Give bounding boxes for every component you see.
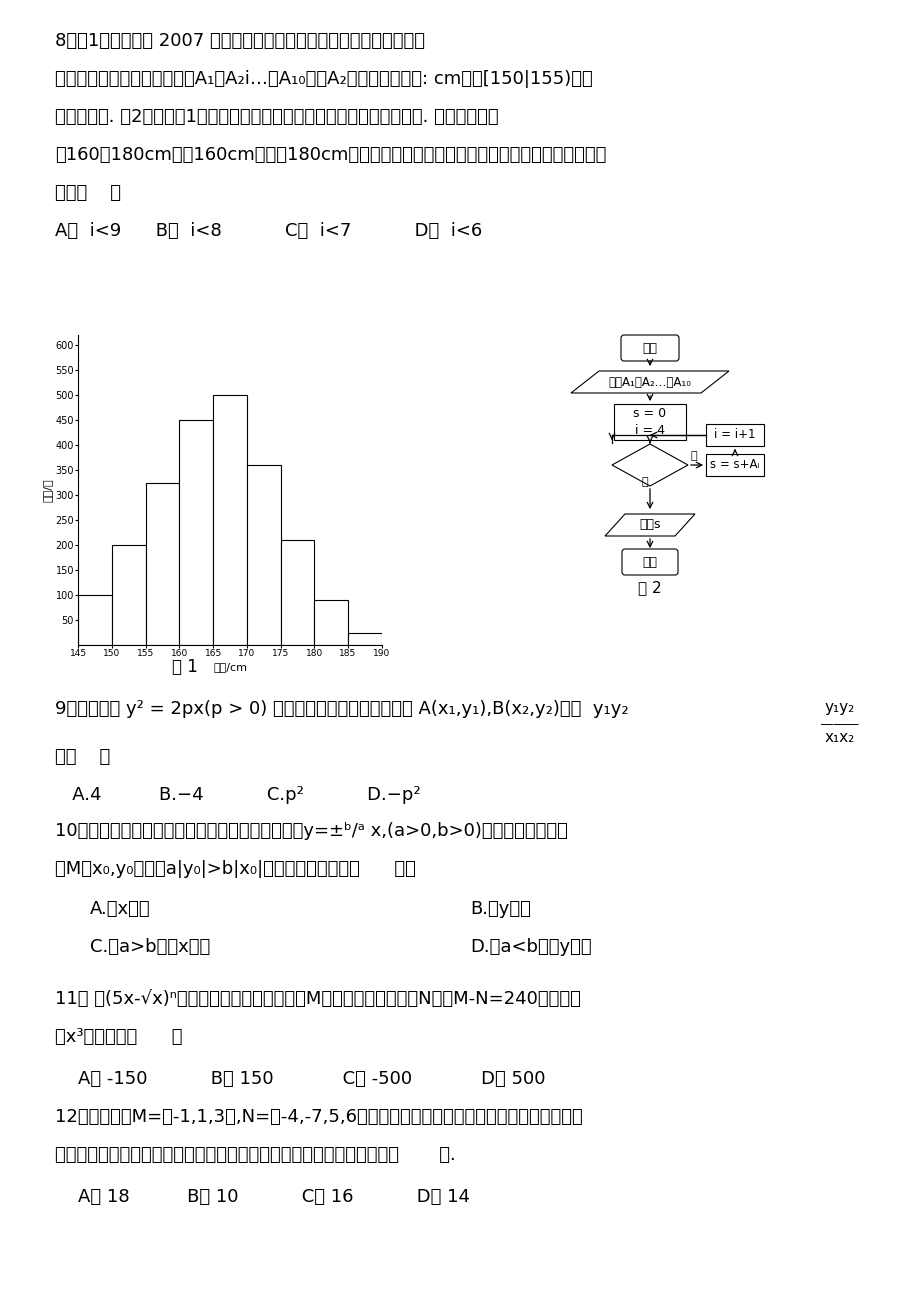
Text: 为（    ）: 为（ ） [55,749,110,766]
Text: A．  i<9      B．  i<8           C．  i<7           D．  i<6: A． i<9 B． i<8 C． i<7 D． i<6 [55,223,482,240]
Text: 图 2: 图 2 [638,579,661,595]
Bar [112,546,145,644]
Polygon shape [611,444,687,486]
Text: 条形表示的学生人数依次记为A₁，A₂i…，A₁₀（如A₂表示身高（单位: cm）在[150|155)内的: 条形表示的学生人数依次记为A₁，A₂i…，A₁₀（如A₂表示身高（单位: cm）… [55,70,592,89]
Text: 件是（    ）: 件是（ ） [55,184,121,202]
Text: s = s+Aᵢ: s = s+Aᵢ [709,458,759,471]
Text: 9、过抛物线 y² = 2px(p > 0) 的焦点作一条直线交抛物线于 A(x₁,y₁),B(x₂,y₂)，则  y₁y₂: 9、过抛物线 y² = 2px(p > 0) 的焦点作一条直线交抛物线于 A(x… [55,700,628,717]
Text: 开始: 开始 [641,341,657,354]
Bar [179,421,213,644]
Bar [78,595,112,644]
Text: A． 18          B． 10           C． 16           D． 14: A． 18 B． 10 C． 16 D． 14 [55,1187,470,1206]
Bar [705,424,763,447]
FancyBboxPatch shape [620,335,678,361]
Text: 式x³的系数为（      ）: 式x³的系数为（ ） [55,1029,182,1046]
Text: 图 1: 图 1 [172,658,198,676]
Bar [213,395,246,644]
Text: 结束: 结束 [641,556,657,569]
Text: A.在x轴上: A.在x轴上 [90,900,151,918]
Text: 输出s: 输出s [639,518,660,531]
Text: x₁x₂: x₁x₂ [824,730,854,745]
Text: D.当a<b时在y轴上: D.当a<b时在y轴上 [470,937,591,956]
Text: 学生人数）. 图2是统计图1中身高在一定范围内学生人数的一个算法流程图. 现要统计身高: 学生人数）. 图2是统计图1中身高在一定范围内学生人数的一个算法流程图. 现要统… [55,108,498,126]
Text: 11、 设(5x-√x)ⁿ的展开式的各项系数之和为M，二项式系数之和为N，若M-N=240，则展开: 11、 设(5x-√x)ⁿ的展开式的各项系数之和为M，二项式系数之和为N，若M-… [55,990,580,1008]
Text: B.在y轴上: B.在y轴上 [470,900,530,918]
Text: s = 0
i = 4: s = 0 i = 4 [633,408,666,437]
Text: 12、已知集合M=｛-1,1,3｝,N=｛-4,-7,5,6｝，从两个集合中各取一个元素作为点的坐标，: 12、已知集合M=｛-1,1,3｝,N=｛-4,-7,5,6｝，从两个集合中各取… [55,1108,582,1126]
Text: i = i+1: i = i+1 [713,428,754,441]
Bar [246,465,280,644]
Bar [613,404,686,440]
X-axis label: 身高/cm: 身高/cm [213,663,246,672]
Text: ―――: ――― [821,717,857,730]
Text: 则这样的坐标在直角坐标系中可表示第一、二象限内不同的点的个数是（       ）.: 则这样的坐标在直角坐标系中可表示第一、二象限内不同的点的个数是（ ）. [55,1146,455,1164]
Text: C.当a>b时在x轴上: C.当a>b时在x轴上 [90,937,210,956]
FancyBboxPatch shape [621,549,677,575]
Text: 否: 否 [641,477,648,487]
Bar [347,633,381,644]
Text: 8、图1是某县参加 2007 年高考的学生身高条形统计图，从左到右的各: 8、图1是某县参加 2007 年高考的学生身高条形统计图，从左到右的各 [55,33,425,49]
Text: 输入A₁，A₂…，A₁₀: 输入A₁，A₂…，A₁₀ [607,375,691,388]
Polygon shape [605,514,694,536]
Bar [314,600,347,644]
Y-axis label: 人数/人: 人数/人 [42,478,52,501]
Text: A． -150           B． 150            C． -500            D． 500: A． -150 B． 150 C． -500 D． 500 [55,1070,545,1088]
Text: 点M（x₀,y₀），使a|y₀|>b|x₀|，那双曲线的焦点（      ）。: 点M（x₀,y₀），使a|y₀|>b|x₀|，那双曲线的焦点（ ）。 [55,861,415,878]
Text: 在160～180cm（含160cm，不含180cm）的学生人数，那么在流程图中的判断框内应填写的条: 在160～180cm（含160cm，不含180cm）的学生人数，那么在流程图中的… [55,146,606,164]
Bar [280,540,314,644]
Bar [705,454,763,477]
Bar [145,483,179,644]
Text: 是: 是 [690,450,697,461]
Text: y₁y₂: y₁y₂ [824,700,854,715]
Polygon shape [571,371,728,393]
Text: 10、已知对称轴为坐标轴的双曲线的渐近线方程为y=±ᵇ/ᵃ x,(a>0,b>0)，若双曲线上有一: 10、已知对称轴为坐标轴的双曲线的渐近线方程为y=±ᵇ/ᵃ x,(a>0,b>0… [55,822,567,840]
Text: A.4          B.−4           C.p²           D.−p²: A.4 B.−4 C.p² D.−p² [55,786,420,805]
